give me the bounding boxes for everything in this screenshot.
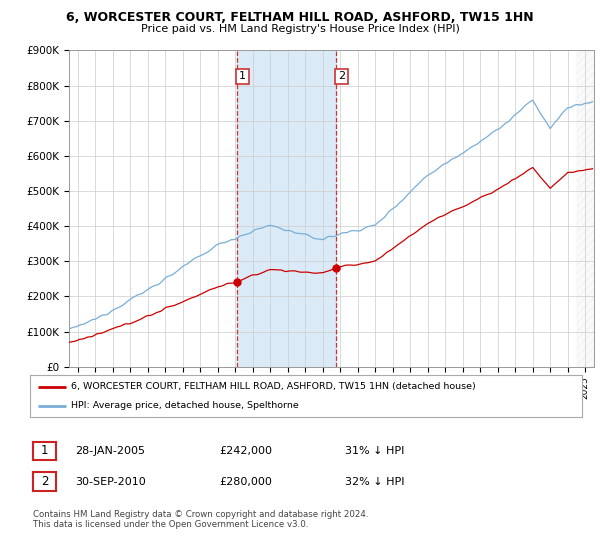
Text: £280,000: £280,000 — [219, 477, 272, 487]
Text: 1: 1 — [239, 72, 246, 82]
Text: 28-JAN-2005: 28-JAN-2005 — [75, 446, 145, 456]
Text: 6, WORCESTER COURT, FELTHAM HILL ROAD, ASHFORD, TW15 1HN: 6, WORCESTER COURT, FELTHAM HILL ROAD, A… — [66, 11, 534, 24]
Text: Contains HM Land Registry data © Crown copyright and database right 2024.
This d: Contains HM Land Registry data © Crown c… — [33, 510, 368, 529]
Text: 31% ↓ HPI: 31% ↓ HPI — [345, 446, 404, 456]
Bar — [577, 50, 594, 367]
Text: 6, WORCESTER COURT, FELTHAM HILL ROAD, ASHFORD, TW15 1HN (detached house): 6, WORCESTER COURT, FELTHAM HILL ROAD, A… — [71, 382, 476, 391]
Text: HPI: Average price, detached house, Spelthorne: HPI: Average price, detached house, Spel… — [71, 402, 299, 410]
Text: 2: 2 — [338, 72, 345, 82]
Text: 32% ↓ HPI: 32% ↓ HPI — [345, 477, 404, 487]
Text: 1: 1 — [41, 444, 48, 458]
Text: Price paid vs. HM Land Registry's House Price Index (HPI): Price paid vs. HM Land Registry's House … — [140, 24, 460, 34]
Text: £242,000: £242,000 — [219, 446, 272, 456]
Bar — [236, 50, 336, 367]
Text: 2: 2 — [41, 475, 48, 488]
Text: 30-SEP-2010: 30-SEP-2010 — [75, 477, 146, 487]
Bar — [577, 50, 594, 367]
